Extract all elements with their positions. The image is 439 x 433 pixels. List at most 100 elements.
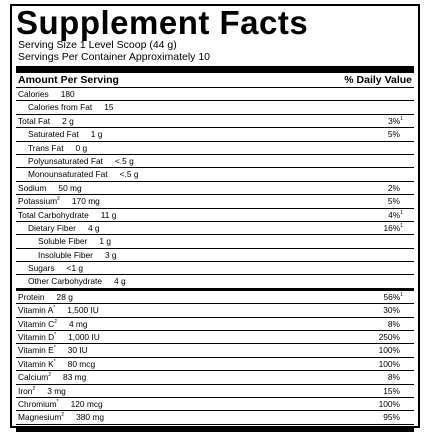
daily-value-footnote-mark: 1 — [400, 209, 403, 216]
daily-value: 8% — [387, 318, 400, 329]
nutrient-row: Potassium2 170 mg 5% — [16, 195, 414, 209]
nutrient-amount: 4 g — [114, 276, 126, 287]
table-header: Amount Per Serving % Daily Value — [16, 73, 414, 88]
nutrient-name: Calories — [18, 89, 49, 99]
supplement-facts-panel: Supplement Facts Serving Size 1 Level Sc… — [10, 4, 420, 432]
nutrient-row: Total Carbohydrate 11 g 4%1 — [16, 209, 414, 222]
nutrient-name: Iron2 — [18, 385, 36, 396]
nutrient-name: Trans Fat — [28, 142, 64, 153]
nutrient-name: Other Carbohydrate — [28, 276, 103, 287]
daily-value: 5% — [387, 129, 400, 140]
footnote-mark: 2 — [61, 412, 65, 419]
footnote-mark: * — [53, 345, 56, 352]
nutrient-row: Vitamin E* 30 IU 100% — [16, 344, 414, 358]
daily-value-footnote-mark: 1 — [400, 291, 403, 298]
nutrient-amount: 2 g — [62, 115, 74, 126]
nutrient-row: Magnesium2 380 mg 95% — [16, 411, 414, 425]
nutrient-amount: <1 g — [66, 263, 84, 274]
nutrient-name: Dietary Fiber — [28, 222, 76, 233]
nutrient-name: Soluble Fiber — [38, 236, 88, 247]
nutrient-row: Calories 180 — [16, 88, 414, 102]
nutrient-name: Monounsaturated Fat — [28, 169, 108, 180]
nutrient-name: Calcium2 — [18, 372, 52, 383]
nutrient-row: Saturated Fat 1 g 5% — [16, 128, 414, 142]
nutrient-amount: 4 g — [87, 222, 100, 233]
daily-value-label: % Daily Value — [344, 74, 412, 86]
nutrient-amount: 15 — [104, 102, 114, 113]
nutrient-amount: 80 mcg — [67, 358, 96, 369]
nutrient-amount: 1 g — [90, 129, 103, 140]
nutrient-amount: 28 g — [56, 291, 73, 302]
nutrient-name: Total Carbohydrate — [18, 209, 89, 220]
daily-value: 8% — [387, 372, 400, 383]
nutrient-name: Vitamin A* — [18, 305, 56, 316]
nutrient-name: Chromium* — [18, 398, 59, 409]
nutrient-row: Vitamin K* 80 mcg 100% — [16, 358, 414, 372]
daily-value: 100% — [378, 398, 400, 409]
nutrient-name: Polyunsaturated Fat — [28, 155, 103, 166]
nutrient-name: Insoluble Fiber — [38, 249, 93, 260]
nutrient-amount: 3 g — [104, 249, 117, 260]
daily-value-footnote-mark: 1 — [400, 115, 403, 122]
footnote-mark: 2 — [32, 385, 36, 392]
footnote-mark: 2 — [54, 318, 57, 325]
daily-value: 95% — [383, 412, 400, 423]
nutrient-amount: 0 g — [75, 142, 88, 153]
nutrient-row: Chromium* 120 mcg 100% — [16, 398, 414, 412]
servings-per-container: Servings Per Container Approximately 10 — [18, 50, 211, 63]
daily-value: 250% — [378, 332, 400, 343]
nutrient-row: Sugars <1 g — [16, 262, 414, 276]
nutrient-name: Vitamin E* — [18, 345, 56, 356]
daily-value-footnote-mark: 1 — [400, 222, 403, 229]
footnote-mark: * — [53, 305, 56, 312]
nutrient-row: Insoluble Fiber 3 g — [16, 249, 414, 263]
nutrient-name: Sugars — [28, 263, 55, 274]
nutrient-amount: <.5 g — [114, 155, 134, 166]
nutrient-name: Vitamin C2 — [18, 318, 57, 329]
nutrient-row: Protein 28 g 56%1 — [16, 291, 414, 305]
nutrient-amount: 30 IU — [67, 345, 88, 356]
panel-title: Supplement Facts — [16, 4, 309, 41]
nutrient-name: Total Fat — [18, 115, 51, 126]
nutrient-rows: Calories 180 Calories from Fat 15 Total Fat 2… — [16, 88, 414, 425]
footnote-mark: 2 — [57, 196, 60, 203]
nutrient-row: Vitamin A* 1,500 IU 30% — [16, 304, 414, 318]
nutrient-amount: 180 — [60, 89, 75, 99]
nutrient-amount: 3 mg — [47, 385, 66, 396]
thick-divider — [16, 66, 414, 73]
nutrient-row: Polyunsaturated Fat <.5 g — [16, 155, 414, 169]
nutrient-amount: 1,500 IU — [67, 305, 99, 316]
daily-value: 2% — [387, 182, 400, 193]
serving-size: Serving Size 1 Level Scoop (44 g) — [18, 39, 177, 51]
nutrient-amount: 11 g — [100, 209, 117, 220]
nutrient-amount: 1,000 IU — [68, 332, 100, 343]
nutrient-name: Vitamin K* — [18, 358, 56, 369]
nutrient-name: Saturated Fat — [28, 129, 79, 140]
nutrient-amount: <.5 g — [119, 169, 139, 180]
amount-per-serving-label: Amount Per Serving — [18, 74, 119, 86]
nutrient-row: Calories from Fat 15 — [16, 101, 414, 115]
daily-value: 100% — [378, 358, 400, 369]
footnote-mark: 2 — [48, 372, 52, 379]
daily-value: 15% — [383, 385, 400, 396]
nutrient-name: Protein — [18, 291, 45, 302]
nutrient-name: Potassium2 — [18, 196, 60, 207]
nutrient-row: Trans Fat 0 g — [16, 142, 414, 155]
daily-value: 30% — [383, 305, 400, 316]
nutrient-row: Vitamin C2 4 mg 8% — [16, 318, 414, 332]
footnote-mark: * — [53, 358, 56, 365]
nutrient-amount: 50 mg — [58, 182, 82, 193]
nutrient-name: Vitamin D* — [18, 332, 57, 343]
nutrient-row: Other Carbohydrate 4 g — [16, 275, 414, 291]
nutrient-row: Iron2 3 mg 15% — [16, 385, 414, 398]
nutrient-name: Calories from Fat — [28, 102, 93, 113]
nutrient-row: Dietary Fiber 4 g 16%1 — [16, 222, 414, 236]
daily-value: 100% — [378, 345, 400, 356]
footnote-mark: * — [54, 332, 57, 339]
nutrient-row: Vitamin D* 1,000 IU 250% — [16, 331, 414, 345]
nutrient-row: Calcium2 83 mg 8% — [16, 371, 414, 385]
nutrient-row: Monounsaturated Fat <.5 g — [16, 168, 414, 182]
nutrient-row: Soluble Fiber 1 g — [16, 235, 414, 249]
nutrient-name: Magnesium2 — [18, 412, 65, 423]
nutrient-amount: 380 mg — [76, 412, 105, 423]
